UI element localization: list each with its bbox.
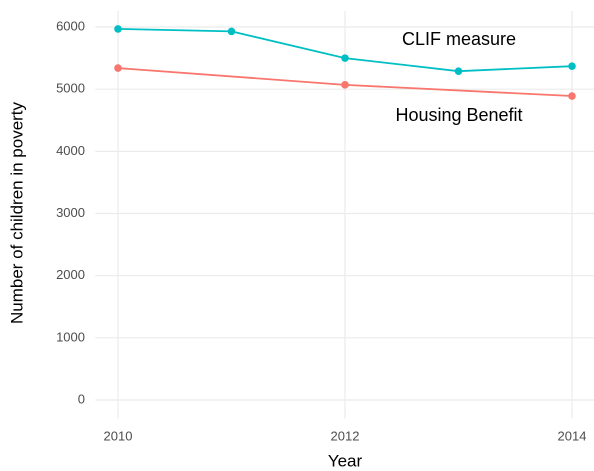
point — [568, 62, 576, 70]
y-tick-label: 2000 — [56, 267, 85, 282]
y-tick-label: 1000 — [56, 329, 85, 344]
y-tick-label: 5000 — [56, 81, 85, 96]
x-tick-label: 2012 — [331, 428, 360, 443]
point — [114, 25, 122, 33]
y-tick-label: 4000 — [56, 143, 85, 158]
point — [114, 64, 122, 72]
point — [341, 54, 349, 62]
point — [454, 67, 463, 75]
point — [341, 81, 349, 89]
series-label: CLIF measure — [402, 29, 516, 49]
point — [227, 27, 236, 36]
series-label: Housing Benefit — [395, 105, 522, 125]
point — [568, 92, 576, 100]
y-tick-label: 6000 — [56, 18, 85, 33]
x-axis-title: Year — [328, 451, 363, 470]
y-tick-label: 0 — [78, 391, 85, 406]
y-tick-label: 3000 — [56, 205, 85, 220]
y-axis-title: Number of children in poverty — [7, 101, 26, 324]
x-tick-label: 2014 — [558, 428, 587, 443]
x-tick-label: 2010 — [104, 428, 133, 443]
